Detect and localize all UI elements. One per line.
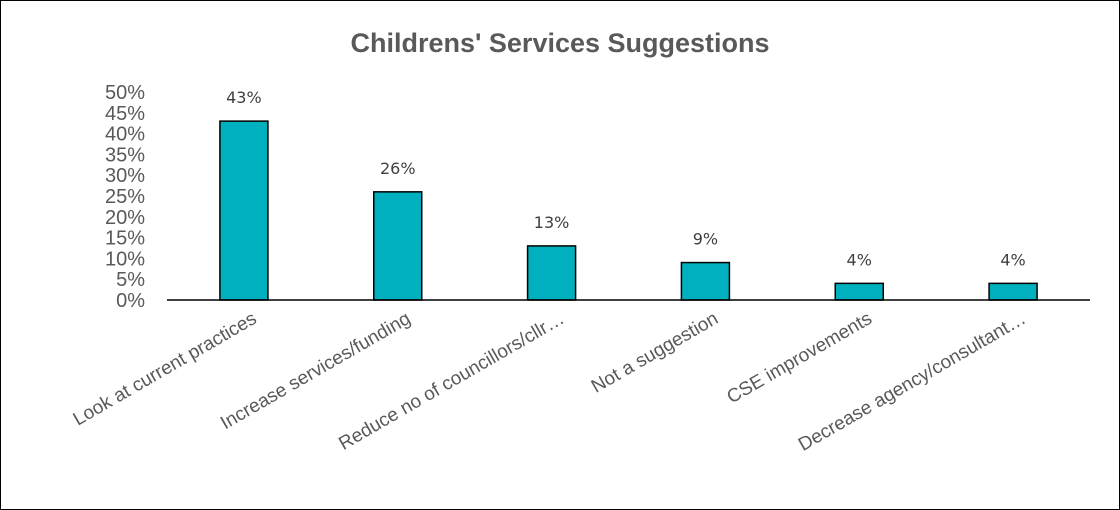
bars	[219, 120, 1038, 301]
data-label: 26%	[380, 159, 416, 178]
y-tick-label: 35%	[105, 144, 145, 166]
y-tick-label: 0%	[116, 290, 145, 312]
y-tick-label: 25%	[105, 186, 145, 208]
data-label: 4%	[847, 250, 872, 269]
data-label: 13%	[534, 213, 570, 232]
y-tick-label: 45%	[105, 103, 145, 125]
y-axis-ticks: 0%5%10%15%20%25%30%35%40%45%50%	[105, 82, 145, 312]
y-tick-label: 40%	[105, 124, 145, 146]
bar	[219, 120, 269, 301]
data-label: 43%	[226, 88, 262, 107]
data-label: 9%	[693, 230, 718, 249]
bar	[373, 191, 423, 301]
data-label: 4%	[1000, 250, 1025, 269]
bar	[526, 245, 577, 301]
y-tick-label: 15%	[105, 228, 145, 250]
bar	[834, 282, 884, 301]
y-tick-label: 20%	[105, 207, 145, 229]
x-tick-label: Not a suggestion	[588, 308, 722, 397]
bar	[680, 261, 731, 301]
data-labels: 43% 26% 13% 9% 4% 4%	[226, 88, 1026, 269]
y-tick-label: 10%	[105, 248, 145, 270]
y-tick-label: 30%	[105, 165, 145, 187]
y-tick-label: 5%	[116, 269, 145, 291]
bar	[988, 282, 1038, 301]
chart-title: Childrens' Services Suggestions	[350, 28, 769, 58]
y-tick-label: 50%	[105, 82, 145, 104]
x-tick-label: CSE improvements	[724, 308, 876, 408]
